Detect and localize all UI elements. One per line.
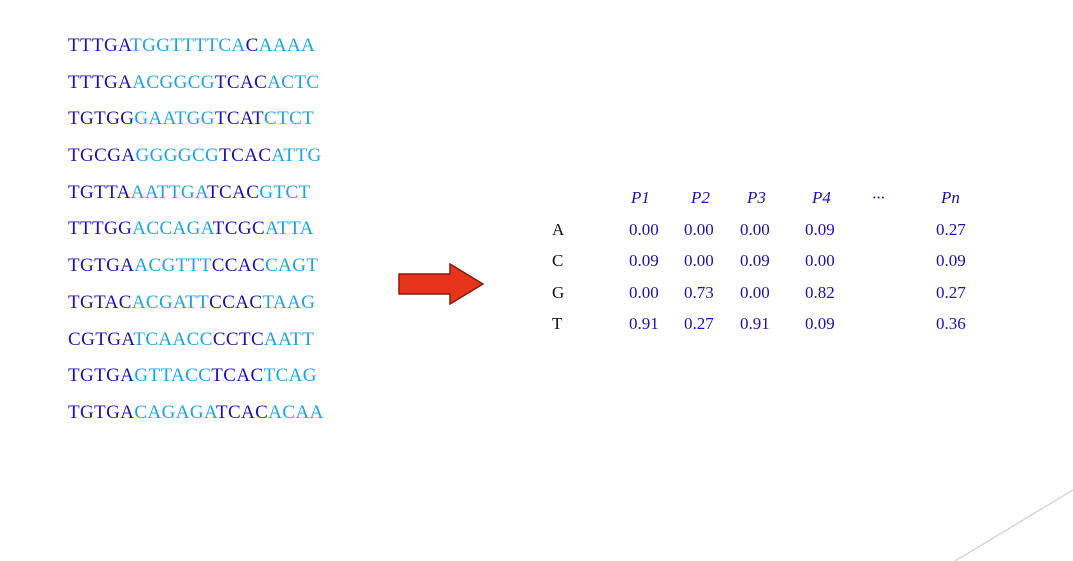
sequence-segment: TCGC	[212, 218, 266, 240]
sequence-segment: TCAC	[211, 365, 264, 387]
sequence-segment: TTTGA	[68, 35, 131, 56]
sequence-row: TGTTAAATTGATCACGTCT	[68, 175, 324, 212]
sequence-segment: TCAC	[214, 71, 268, 93]
sequence-segment: CCAC	[211, 255, 266, 277]
matrix-value: 0.00	[684, 251, 714, 270]
sequence-segment: CCTC	[212, 328, 265, 350]
sequence-segment: ATTA	[265, 218, 314, 240]
matrix-value: 0.00	[629, 219, 659, 239]
sequence-row: TTTGGACCAGATCGCATTA	[68, 211, 324, 248]
sequence-segment: TGTGA	[68, 365, 135, 387]
matrix-value: 0.91	[740, 314, 770, 333]
sequence-segment: TGGTTTTCA	[130, 35, 246, 56]
matrix-column-header: Pn	[941, 188, 960, 207]
matrix-value: 0.00	[629, 282, 659, 302]
matrix-column-header: P1	[631, 188, 650, 207]
sequence-segment: ACGATT	[131, 291, 210, 313]
sequence-segment: TTTGA	[68, 71, 133, 93]
matrix-column-header: P3	[747, 188, 766, 207]
sequence-segment: TGTTA	[68, 181, 131, 203]
matrix-value: 0.27	[684, 314, 714, 333]
sequence-row: TGCGAGGGGCGTCACATTG	[68, 138, 324, 175]
sequence-segment: GAATGG	[134, 108, 215, 130]
matrix-value: 0.27	[936, 219, 966, 239]
sequence-segment: ACCAGA	[132, 218, 213, 240]
sequence-segment: TGTGA	[68, 401, 135, 423]
matrix-value: 0.09	[805, 219, 835, 239]
matrix-value: 0.27	[936, 282, 966, 302]
matrix-row-label: G	[552, 282, 565, 302]
matrix-value: 0.82	[805, 282, 835, 302]
sequence-segment: CGTGA	[68, 328, 134, 350]
sequence-segment: TGCGA	[68, 145, 136, 167]
sequence-segment: TAAG	[262, 291, 316, 313]
matrix-value: 0.36	[936, 314, 966, 333]
sequence-segment: C	[245, 35, 259, 56]
matrix-value: 0.09	[629, 251, 659, 270]
sequence-segment: ACGGCG	[132, 71, 215, 93]
sequence-segment: ACTC	[267, 71, 320, 93]
sequence-segment: TGTGA	[68, 255, 135, 277]
sequence-segment: TCAG	[263, 365, 317, 387]
sequence-segment: AAAA	[258, 35, 316, 56]
sequence-segment: GTCT	[259, 181, 311, 203]
matrix-value: 0.91	[629, 314, 659, 333]
matrix-row-label: C	[552, 251, 564, 270]
sequence-row: TGTGACAGAGATCACACAA	[68, 395, 324, 432]
sequence-row: CGTGATCAACCCCTCAATT	[68, 322, 324, 359]
sequence-segment: AATT	[264, 328, 315, 350]
matrix-value: 0.73	[684, 282, 714, 302]
sequence-segment: GGGGCG	[135, 145, 220, 167]
sequence-segment: CAGAGA	[134, 401, 216, 423]
sequence-row: TTTGATGGTTTTCACAAAA	[68, 28, 324, 65]
sequence-segment: TGTGG	[68, 108, 135, 130]
sequence-segment: ATTG	[271, 145, 322, 167]
matrix-value: 0.00	[805, 251, 835, 270]
matrix-column-header: P2	[691, 188, 710, 207]
sequence-segment: CAGT	[265, 255, 319, 277]
sequence-row: TGTGAACGTTTCCACCAGT	[68, 248, 324, 285]
sequence-segment: ACGTTT	[134, 255, 212, 277]
sequence-segment: CTCT	[264, 108, 315, 130]
matrix-value: 0.09	[740, 251, 770, 270]
sequence-segment: AATTGA	[130, 181, 208, 203]
sequence-segment: TCAC	[219, 145, 272, 167]
matrix-row-label: T	[552, 314, 563, 333]
sequence-segment: TCAACC	[133, 328, 213, 350]
sequence-segment: TCAC	[215, 401, 269, 423]
matrix-value: 0.00	[740, 219, 770, 239]
sequence-row: TGTGGGAATGGTCATCTCT	[68, 101, 324, 138]
matrix-value: 0.00	[740, 282, 770, 302]
matrix-column-header: P4	[812, 188, 831, 207]
sequence-row: TGTGAGTTACCTCACTCAG	[68, 358, 324, 395]
matrix-value: 0.09	[805, 314, 835, 333]
sequence-list: TTTGATGGTTTTCACAAAA TTTGAACGGCGTCACACTC TG…	[68, 28, 324, 432]
sequence-segment: GTTACC	[134, 365, 212, 387]
sequence-row: TGTACACGATTCCACTAAG	[68, 285, 324, 322]
sequence-segment: TGTAC	[68, 291, 132, 313]
sequence-segment: ACAA	[268, 401, 324, 423]
sequence-segment: TCAT	[214, 108, 265, 130]
sequence-segment: TCAC	[207, 181, 260, 203]
matrix-value: 0.00	[684, 219, 714, 239]
matrix-column-header: ···	[872, 188, 885, 207]
sequence-segment: TTTGG	[68, 218, 133, 240]
sequence-row: TTTGAACGGCGTCACACTC	[68, 65, 324, 102]
sequence-segment: CCAC	[209, 291, 263, 313]
matrix-value: 0.09	[936, 251, 966, 270]
matrix-row-label: A	[552, 219, 565, 239]
right-arrow-icon	[398, 263, 484, 305]
